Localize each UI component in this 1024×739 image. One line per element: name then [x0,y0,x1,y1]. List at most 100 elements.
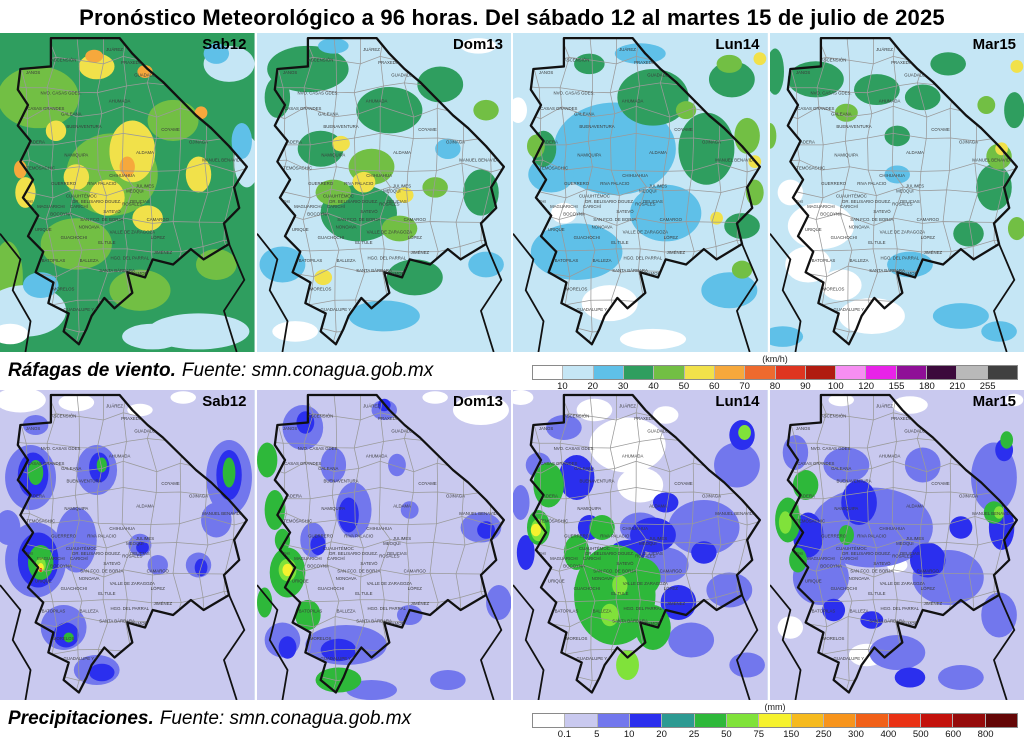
svg-text:CAMARGO: CAMARGO [660,569,683,574]
precip-map-canvas: ASCENSIÓN JANOS JUÁREZ PRAXEDIS G. GUADALUPE… [0,390,255,700]
svg-text:ALDAMA: ALDAMA [136,504,154,509]
svg-text:PRAXEDIS G.: PRAXEDIS G. [634,416,662,421]
precip-legend-cell [629,714,663,727]
svg-text:JUÁREZ: JUÁREZ [619,404,636,409]
svg-text:MATAMOROS: MATAMOROS [896,621,924,626]
svg-text:GUACHOCHI: GUACHOCHI [574,586,600,591]
wind-legend-ticks: 10 20 30 40 50 60 70 80 90 100 120 155 180 210 255 [532,380,1018,393]
svg-text:CAMARGO: CAMARGO [916,569,939,574]
svg-text:RIVA PALACIO: RIVA PALACIO [87,534,117,539]
svg-text:CAMARGO: CAMARGO [403,569,426,574]
svg-text:ROSALES: ROSALES [122,554,142,559]
wind-legend: (km/h) 10 20 30 40 50 60 70 80 90 100 120 155 180 210… [532,353,1018,393]
svg-text:DR. BELISARIO DGUEZ.: DR. BELISARIO DGUEZ. [585,199,634,204]
svg-text:ALDAMA: ALDAMA [649,504,667,509]
svg-text:ROSALES: ROSALES [379,554,399,559]
wind-legend-tick: 120 [858,381,875,392]
svg-text:GUADALUPE: GUADALUPE [647,73,674,78]
svg-text:MORELOS: MORELOS [566,636,588,641]
svg-text:SATEVÓ: SATEVÓ [103,209,121,214]
svg-text:GUERRERO: GUERRERO [564,534,590,539]
svg-text:CHIHUAHUA: CHIHUAHUA [366,526,392,531]
svg-text:BUENAVENTURA: BUENAVENTURA [323,479,358,484]
svg-text:DR. BELISARIO DGUEZ.: DR. BELISARIO DGUEZ. [72,551,121,556]
svg-text:BOCOYNA: BOCOYNA [307,212,329,217]
svg-text:BALLEZA: BALLEZA [80,258,99,263]
svg-text:JANOS: JANOS [539,426,554,431]
svg-text:CHIHUAHUA: CHIHUAHUA [109,173,135,178]
svg-text:DELICIAS: DELICIAS [387,551,407,556]
svg-text:JULIMES: JULIMES [136,183,154,188]
precip-legend: (mm) 0.1 5 10 20 25 50 75 150 250 300 400 500 600 800 [532,701,1018,739]
svg-text:MEOQUI: MEOQUI [896,541,913,546]
svg-text:DELICIAS: DELICIAS [387,199,407,204]
svg-text:MADERA: MADERA [796,494,815,499]
svg-text:CARICHÍ: CARICHÍ [327,556,346,561]
svg-text:GUERRERO: GUERRERO [821,181,847,186]
svg-text:AHUMADA: AHUMADA [622,454,644,459]
precip-legend-cell [662,714,695,727]
svg-text:ASCENSIÓN: ASCENSIÓN [51,414,76,419]
svg-text:SANTA BÁRBARA: SANTA BÁRBARA [869,268,905,273]
svg-text:EL TULE: EL TULE [355,240,372,245]
wind-maps-row: ASCENSIÓN JANOS JUÁREZ PRAXEDIS G. GUADALUPE… [0,33,1024,352]
wind-legend-tick: 155 [888,381,905,392]
svg-text:GUADALUPE Y CALVO: GUADALUPE Y CALVO [833,307,880,312]
svg-text:PRAXEDIS G.: PRAXEDIS G. [378,60,406,65]
svg-text:MAGUARICHI: MAGUARICHI [37,204,65,209]
svg-text:RIVA PALACIO: RIVA PALACIO [600,534,630,539]
svg-text:GALEANA: GALEANA [831,111,852,116]
svg-text:NAMIQUIPA: NAMIQUIPA [834,506,858,511]
precip-legend-cell [726,714,760,727]
svg-text:LÓPEZ: LÓPEZ [407,235,422,240]
svg-text:TEMÓSACHIC: TEMÓSACHIC [539,519,568,524]
svg-text:ROSALES: ROSALES [892,201,913,206]
svg-text:GALEANA: GALEANA [831,466,851,471]
svg-text:ASCENSIÓN: ASCENSIÓN [820,414,845,419]
svg-text:SATEVÓ: SATEVÓ [616,209,634,214]
wind-legend-cell [714,366,746,379]
wind-legend-unit: (km/h) [762,354,788,364]
svg-text:MEOQUI: MEOQUI [383,188,401,193]
svg-text:MANUEL BENAVIDES: MANUEL BENAVIDES [202,158,246,163]
precip-legend-cell [856,714,889,727]
svg-text:TEMÓSACHIC: TEMÓSACHIC [26,519,55,524]
svg-text:SAN FCO. DE BORJA: SAN FCO. DE BORJA [337,217,380,222]
svg-text:BATOPILAS: BATOPILAS [555,258,579,263]
svg-text:RIVA PALACIO: RIVA PALACIO [344,181,374,186]
svg-text:GUADALUPE: GUADALUPE [904,429,931,434]
wind-map-Mar15: ASCENSIÓN JANOS JUÁREZ PRAXEDIS G. GUADALUPE… [769,33,1024,352]
svg-text:MORELOS: MORELOS [822,636,844,641]
svg-text:GUADALUPE: GUADALUPE [134,429,161,434]
svg-text:ASCENSIÓN: ASCENSIÓN [51,57,76,62]
svg-text:MAGUARICHI: MAGUARICHI [294,204,322,209]
svg-text:HGO. DEL PARRAL: HGO. DEL PARRAL [624,606,663,611]
svg-text:AHUMADA: AHUMADA [109,454,131,459]
svg-text:ALDAMA: ALDAMA [136,150,154,155]
precip-legend-cell [565,714,598,727]
svg-text:CAMARGO: CAMARGO [147,217,170,222]
precip-map-Lun14: ASCENSIÓN JANOS JUÁREZ PRAXEDIS G. GUADALUPE… [513,390,768,700]
svg-text:CARICHÍ: CARICHÍ [840,204,859,209]
svg-text:URIQUE: URIQUE [291,227,308,232]
svg-text:NONOAVA: NONOAVA [592,576,613,581]
svg-text:SAN FCO. DE BORJA: SAN FCO. DE BORJA [80,217,123,222]
svg-text:VALLE DE ZARAGOZA: VALLE DE ZARAGOZA [623,230,668,235]
svg-text:VALLE DE ZARAGOZA: VALLE DE ZARAGOZA [366,230,411,235]
svg-text:CHIHUAHUA: CHIHUAHUA [109,526,135,531]
svg-text:GUADALUPE: GUADALUPE [391,429,418,434]
svg-text:TEMÓSACHIC: TEMÓSACHIC [283,519,312,524]
precip-legend-cell [759,714,792,727]
svg-text:MEOQUI: MEOQUI [126,541,143,546]
wind-map-Lun14: ASCENSIÓN JANOS JUÁREZ PRAXEDIS G. GUADALUPE… [513,33,768,352]
wind-legend-cell [805,366,837,379]
svg-text:MANUEL BENAVIDES: MANUEL BENAVIDES [459,511,502,516]
svg-text:NVO. CASAS GDES.: NVO. CASAS GDES. [297,446,338,451]
svg-text:CUAUHTÉMOC: CUAUHTÉMOC [579,194,610,199]
day-label: Mar15 [972,393,1016,410]
svg-text:GUERRERO: GUERRERO [821,534,847,539]
svg-text:AHUMADA: AHUMADA [622,98,644,103]
wind-legend-cell [775,366,806,379]
svg-text:NVO. CASAS GDES.: NVO. CASAS GDES. [41,91,82,96]
svg-text:NAMIQUIPA: NAMIQUIPA [834,152,858,157]
